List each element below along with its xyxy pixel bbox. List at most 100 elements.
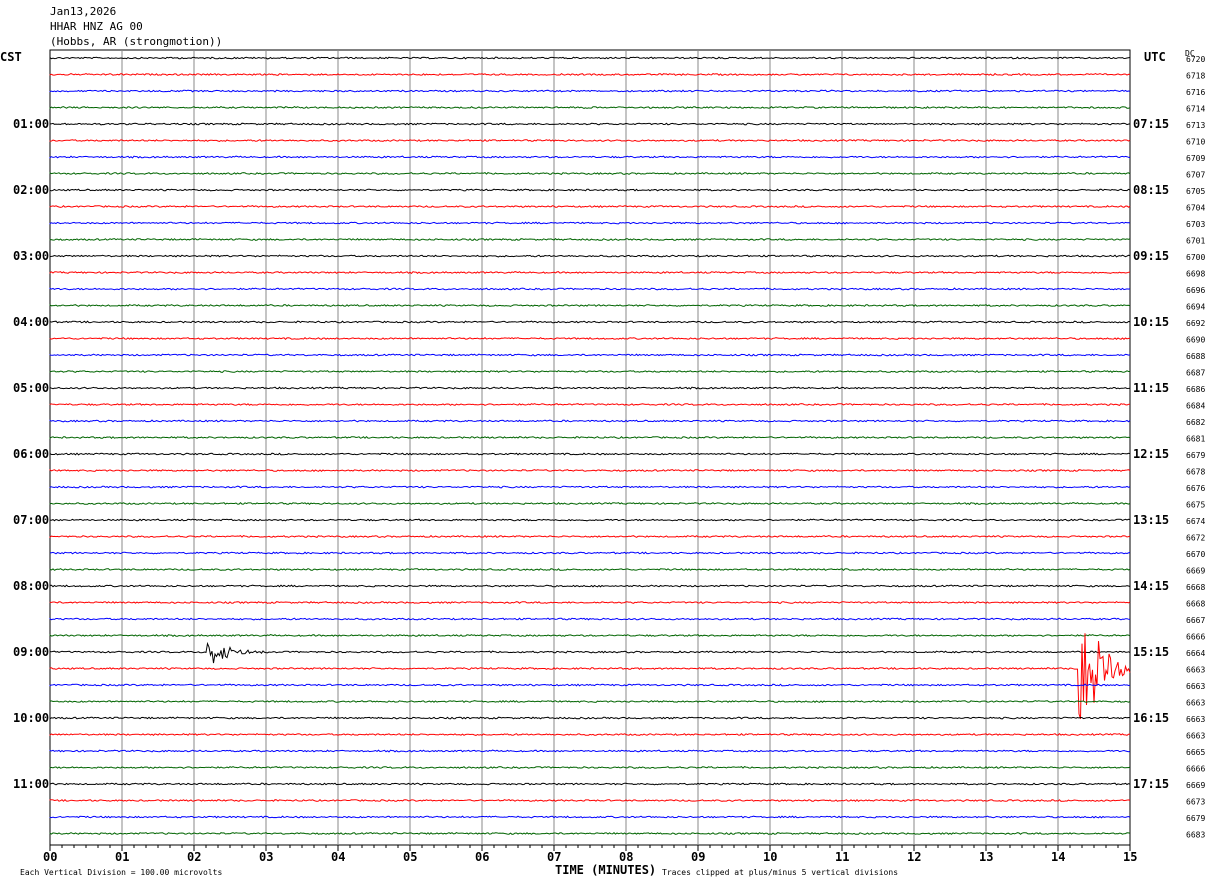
dc-value: 6679: [1186, 451, 1205, 460]
right-timezone-label: UTC: [1144, 50, 1166, 64]
trace-37: [49, 633, 1131, 720]
trace-29: [49, 534, 1131, 539]
dc-value: 6709: [1186, 154, 1205, 163]
trace-28: [49, 518, 1131, 522]
trace-31: [49, 567, 1131, 571]
right-hour-label: 13:15: [1133, 513, 1169, 527]
left-timezone-label: CST: [0, 50, 22, 64]
dc-value: 6675: [1186, 501, 1205, 510]
trace-38: [49, 683, 1131, 687]
trace-41: [49, 732, 1131, 737]
left-hour-label: 06:00: [13, 447, 49, 461]
trace-15: [49, 304, 1131, 307]
dc-value: 6703: [1186, 220, 1205, 229]
right-hour-label: 09:15: [1133, 249, 1169, 263]
dc-value: 6687: [1186, 369, 1205, 378]
dc-value: 6672: [1186, 534, 1205, 543]
dc-value: 6674: [1186, 517, 1205, 526]
left-hour-label: 01:00: [13, 117, 49, 131]
trace-33: [49, 600, 1131, 604]
left-hour-label: 07:00: [13, 513, 49, 527]
dc-value: 6690: [1186, 336, 1205, 345]
dc-value: 6676: [1186, 484, 1205, 493]
trace-14: [49, 287, 1131, 291]
trace-12: [49, 254, 1131, 258]
date-label: Jan13,2026: [50, 5, 117, 18]
left-hour-label: 08:00: [13, 579, 49, 593]
x-tick-label: 12: [907, 850, 921, 864]
trace-34: [49, 617, 1131, 621]
trace-45: [49, 798, 1131, 802]
x-tick-label: 14: [1051, 850, 1065, 864]
x-tick-label: 08: [619, 850, 633, 864]
x-tick-label: 03: [259, 850, 273, 864]
x-tick-label: 05: [403, 850, 417, 864]
left-hour-label: 04:00: [13, 315, 49, 329]
trace-46: [49, 815, 1131, 819]
x-tick-label: 15: [1123, 850, 1137, 864]
dc-value: 6701: [1186, 237, 1205, 246]
trace-4: [49, 122, 1131, 126]
right-hour-label: 12:15: [1133, 447, 1169, 461]
trace-8: [49, 188, 1131, 192]
dc-value: 6694: [1186, 303, 1205, 312]
dc-value: 6700: [1186, 253, 1205, 262]
dc-value: 6698: [1186, 270, 1205, 279]
trace-13: [49, 271, 1131, 275]
dc-value: 6663: [1186, 715, 1205, 724]
dc-value: 6667: [1186, 616, 1205, 625]
dc-value: 6663: [1186, 699, 1205, 708]
dc-value: 6665: [1186, 748, 1205, 757]
trace-26: [49, 485, 1131, 489]
trace-3: [49, 105, 1131, 110]
trace-43: [49, 765, 1131, 769]
trace-42: [49, 749, 1131, 753]
dc-value: 6669: [1186, 781, 1205, 790]
trace-19: [49, 369, 1130, 373]
x-tick-label: 04: [331, 850, 345, 864]
x-axis-label: TIME (MINUTES): [555, 863, 656, 877]
left-hour-label: 09:00: [13, 645, 49, 659]
dc-value: 6670: [1186, 550, 1205, 559]
dc-value: 6720: [1186, 55, 1205, 64]
dc-value: 6673: [1186, 798, 1205, 807]
trace-5: [49, 138, 1131, 143]
dc-value: 6666: [1186, 765, 1205, 774]
station-label: HHAR HNZ AG 00: [50, 20, 143, 33]
trace-21: [49, 403, 1131, 406]
trace-24: [49, 452, 1131, 456]
trace-2: [49, 89, 1131, 93]
left-hour-label: 03:00: [13, 249, 49, 263]
dc-value: 6692: [1186, 319, 1205, 328]
dc-value: 6682: [1186, 418, 1205, 427]
dc-header: DC: [1185, 49, 1195, 58]
x-tick-label: 11: [835, 850, 849, 864]
right-hour-label: 11:15: [1133, 381, 1169, 395]
trace-36: [49, 641, 1131, 664]
trace-23: [49, 435, 1131, 440]
dc-value: 6684: [1186, 402, 1205, 411]
right-hour-label: 17:15: [1133, 777, 1169, 791]
right-hour-label: 07:15: [1133, 117, 1169, 131]
dc-value: 6714: [1186, 105, 1205, 114]
dc-value: 6686: [1186, 385, 1205, 394]
dc-value: 6696: [1186, 286, 1205, 295]
trace-18: [49, 353, 1131, 357]
dc-value: 6678: [1186, 468, 1205, 477]
dc-value: 6716: [1186, 88, 1205, 97]
dc-value: 6679: [1186, 814, 1205, 823]
x-tick-label: 06: [475, 850, 489, 864]
right-hour-label: 08:15: [1133, 183, 1169, 197]
x-tick-label: 09: [691, 850, 705, 864]
trace-27: [49, 501, 1131, 506]
trace-22: [49, 419, 1131, 423]
dc-value: 6663: [1186, 682, 1205, 691]
x-tick-label: 02: [187, 850, 201, 864]
trace-7: [49, 171, 1131, 175]
dc-value: 6664: [1186, 649, 1205, 658]
plot-frame: [49, 49, 1131, 846]
dc-value: 6668: [1186, 583, 1205, 592]
trace-47: [49, 832, 1131, 835]
